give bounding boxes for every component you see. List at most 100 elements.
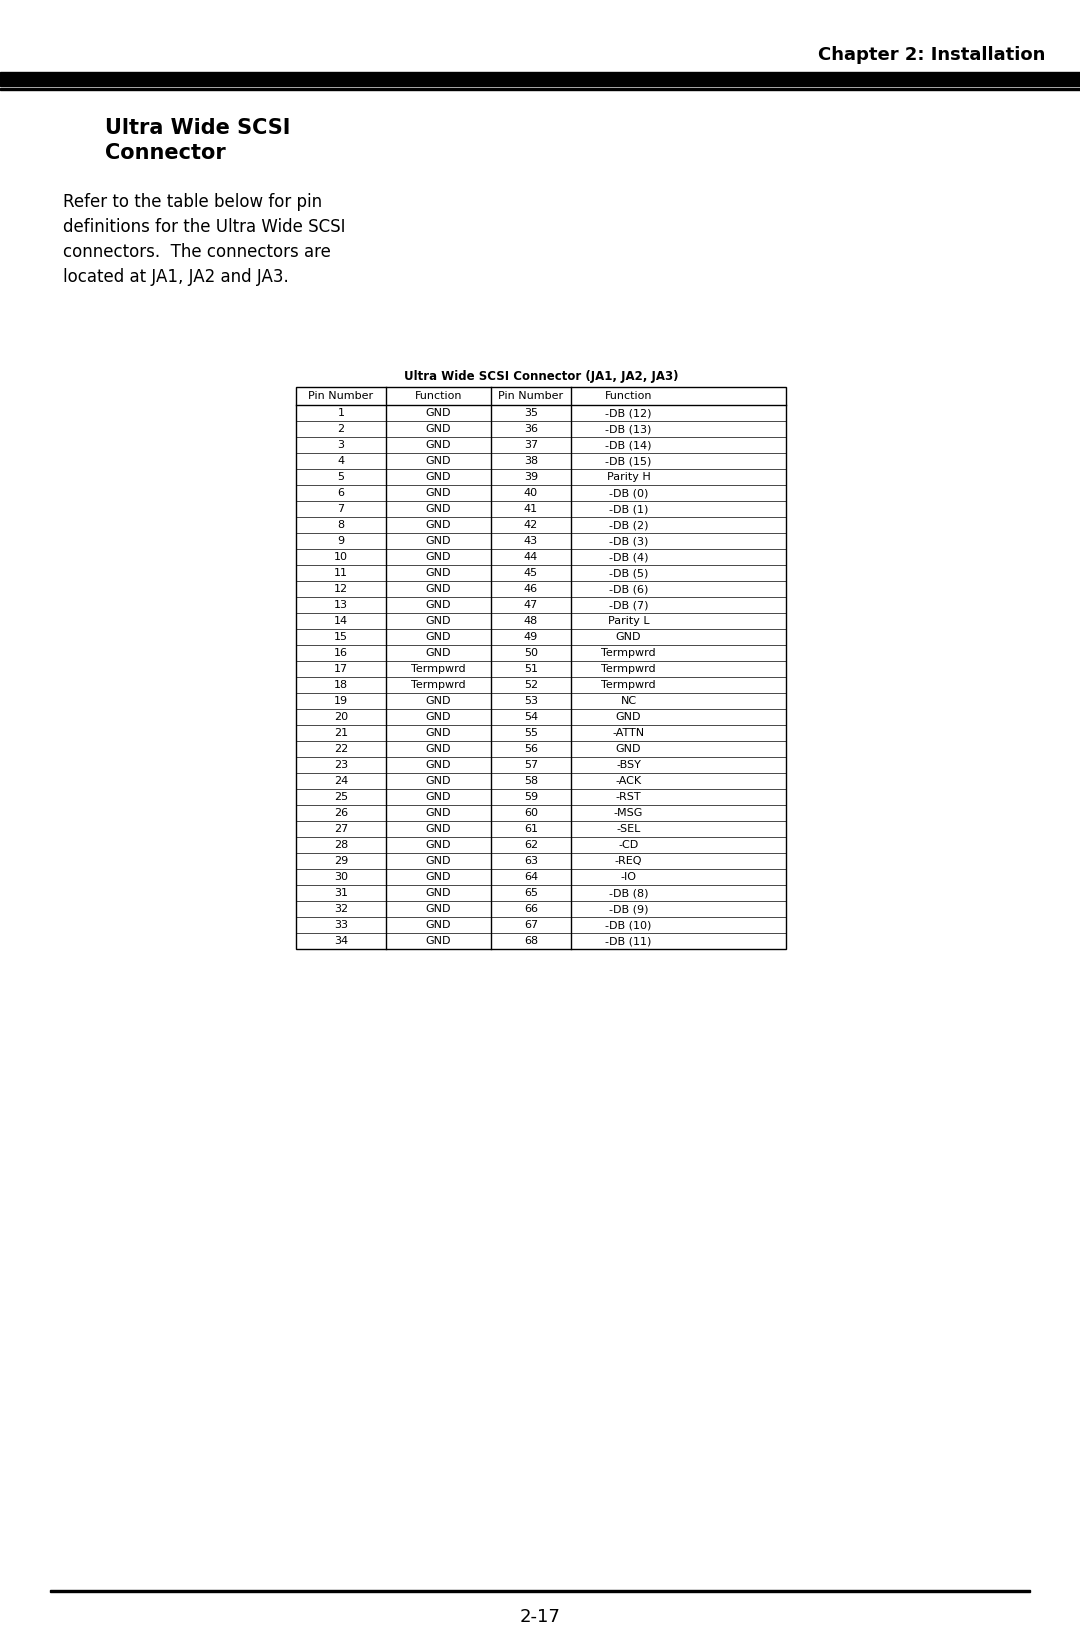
Text: Ultra Wide SCSI Connector (JA1, JA2, JA3): Ultra Wide SCSI Connector (JA1, JA2, JA3… [404, 371, 678, 382]
Text: connectors.  The connectors are: connectors. The connectors are [63, 242, 330, 260]
Text: Refer to the table below for pin: Refer to the table below for pin [63, 193, 322, 211]
Text: -DB (8): -DB (8) [609, 888, 648, 898]
Text: 68: 68 [524, 936, 538, 946]
Text: 2: 2 [337, 424, 345, 433]
Text: 31: 31 [334, 888, 348, 898]
Text: GND: GND [616, 712, 642, 722]
Text: Termpwrd: Termpwrd [602, 664, 656, 674]
Text: -IO: -IO [621, 872, 636, 882]
Text: -DB (2): -DB (2) [609, 521, 648, 531]
Text: Function: Function [415, 391, 462, 400]
Text: definitions for the Ultra Wide SCSI: definitions for the Ultra Wide SCSI [63, 218, 346, 236]
Text: GND: GND [426, 695, 451, 705]
Text: Termpwrd: Termpwrd [602, 681, 656, 691]
Text: GND: GND [426, 905, 451, 915]
Text: GND: GND [426, 743, 451, 755]
Text: 8: 8 [337, 521, 345, 531]
Text: -ATTN: -ATTN [612, 728, 645, 738]
Text: -DB (5): -DB (5) [609, 569, 648, 578]
Text: Function: Function [605, 391, 652, 400]
Text: -DB (6): -DB (6) [609, 583, 648, 593]
Text: 12: 12 [334, 583, 348, 593]
Text: 47: 47 [524, 600, 538, 610]
Text: located at JA1, JA2 and JA3.: located at JA1, JA2 and JA3. [63, 269, 288, 287]
Text: 41: 41 [524, 504, 538, 514]
Text: GND: GND [426, 569, 451, 578]
Text: 25: 25 [334, 793, 348, 803]
Text: 55: 55 [524, 728, 538, 738]
Text: Termpwrd: Termpwrd [411, 664, 465, 674]
Text: GND: GND [426, 521, 451, 531]
Text: 53: 53 [524, 695, 538, 705]
Text: GND: GND [426, 793, 451, 803]
Text: 21: 21 [334, 728, 348, 738]
Text: GND: GND [426, 712, 451, 722]
Text: 2-17: 2-17 [519, 1608, 561, 1627]
Text: GND: GND [426, 648, 451, 658]
Text: 27: 27 [334, 824, 348, 834]
Text: 62: 62 [524, 840, 538, 850]
Text: 23: 23 [334, 760, 348, 770]
Text: GND: GND [426, 583, 451, 593]
Text: 4: 4 [337, 456, 345, 466]
Text: -RST: -RST [616, 793, 642, 803]
Text: GND: GND [426, 920, 451, 929]
Text: Parity L: Parity L [608, 616, 649, 626]
Text: GND: GND [426, 808, 451, 817]
Text: GND: GND [426, 440, 451, 450]
Text: 40: 40 [524, 488, 538, 498]
Text: GND: GND [426, 760, 451, 770]
Text: GND: GND [616, 743, 642, 755]
Text: 61: 61 [524, 824, 538, 834]
Text: GND: GND [426, 631, 451, 643]
Text: GND: GND [426, 888, 451, 898]
Text: -REQ: -REQ [615, 855, 643, 865]
Text: 66: 66 [524, 905, 538, 915]
Text: GND: GND [426, 616, 451, 626]
Text: 49: 49 [524, 631, 538, 643]
Text: GND: GND [426, 552, 451, 562]
Text: GND: GND [426, 776, 451, 786]
Text: -DB (10): -DB (10) [605, 920, 651, 929]
Text: Pin Number: Pin Number [499, 391, 564, 400]
Text: -CD: -CD [619, 840, 638, 850]
Text: 64: 64 [524, 872, 538, 882]
Text: 52: 52 [524, 681, 538, 691]
Text: Termpwrd: Termpwrd [602, 648, 656, 658]
Text: GND: GND [426, 824, 451, 834]
Text: 1: 1 [337, 409, 345, 419]
Text: -ACK: -ACK [616, 776, 642, 786]
Bar [0, 73, 1080, 86]
Text: 63: 63 [524, 855, 538, 865]
Text: 7: 7 [337, 504, 345, 514]
Text: -SEL: -SEL [617, 824, 640, 834]
Text: GND: GND [426, 504, 451, 514]
Text: GND: GND [426, 600, 451, 610]
Text: 50: 50 [524, 648, 538, 658]
Text: 28: 28 [334, 840, 348, 850]
Text: 9: 9 [337, 536, 345, 545]
Text: -MSG: -MSG [613, 808, 644, 817]
Bar [0, 87, 1080, 91]
Text: Chapter 2: Installation: Chapter 2: Installation [818, 46, 1045, 64]
Text: 51: 51 [524, 664, 538, 674]
Text: GND: GND [426, 456, 451, 466]
Text: 26: 26 [334, 808, 348, 817]
Text: 43: 43 [524, 536, 538, 545]
Text: 65: 65 [524, 888, 538, 898]
Text: 32: 32 [334, 905, 348, 915]
Text: -DB (12): -DB (12) [605, 409, 651, 419]
Text: GND: GND [426, 488, 451, 498]
Text: 56: 56 [524, 743, 538, 755]
Text: GND: GND [426, 840, 451, 850]
Text: GND: GND [426, 471, 451, 481]
Text: -DB (0): -DB (0) [609, 488, 648, 498]
Text: 44: 44 [524, 552, 538, 562]
Text: 10: 10 [334, 552, 348, 562]
Text: 30: 30 [334, 872, 348, 882]
Text: -DB (13): -DB (13) [605, 424, 651, 433]
Text: 6: 6 [337, 488, 345, 498]
Text: -DB (14): -DB (14) [605, 440, 651, 450]
Text: Pin Number: Pin Number [309, 391, 374, 400]
Text: 17: 17 [334, 664, 348, 674]
